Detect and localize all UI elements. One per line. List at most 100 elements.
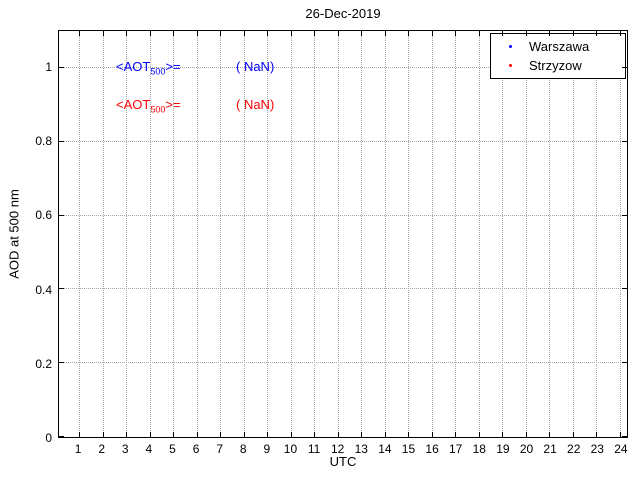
legend-label-warszawa: Warszawa: [529, 39, 590, 54]
x-tick-mark: [619, 432, 621, 437]
x-tick-label: 17: [449, 442, 463, 456]
x-tick-mark: [243, 31, 245, 36]
annotation-warszawa-mean: <AOT500>= ( NaN): [116, 59, 274, 77]
x-tick-mark: [384, 432, 386, 437]
legend-item-warszawa: Warszawa: [491, 37, 625, 56]
y-tick-mark: [622, 362, 627, 364]
annotation-warszawa-label: <AOT500>=: [116, 59, 181, 77]
gridline-vertical: [572, 31, 574, 437]
x-tick-mark: [455, 31, 457, 36]
x-tick-label: 5: [169, 442, 176, 456]
gridline-vertical: [408, 31, 410, 437]
gridline-vertical: [337, 31, 339, 437]
y-tick-mark: [622, 140, 627, 142]
legend: Warszawa Strzyzow: [490, 33, 626, 79]
annotation-strzyzow-label: <AOT500>=: [116, 97, 181, 115]
x-tick-mark: [337, 432, 339, 437]
gridline-vertical: [525, 31, 527, 437]
x-tick-label: 10: [283, 442, 298, 456]
legend-item-strzyzow: Strzyzow: [491, 56, 625, 75]
x-tick-mark: [384, 31, 386, 36]
y-tick-label: 0.6: [35, 208, 52, 223]
warszawa-marker-icon: [508, 45, 512, 48]
y-tick-label: 0.8: [35, 134, 52, 149]
x-tick-mark: [243, 432, 245, 437]
x-tick-label: 21: [543, 442, 557, 456]
x-tick-label: 11: [307, 442, 321, 456]
x-tick-mark: [408, 432, 410, 437]
x-tick-label: 9: [263, 442, 271, 456]
x-tick-label: 18: [472, 442, 486, 456]
x-tick-mark: [267, 432, 269, 437]
x-tick-mark: [502, 31, 504, 36]
gridline-vertical: [478, 31, 480, 437]
x-tick-mark: [572, 432, 574, 437]
x-tick-mark: [478, 31, 480, 36]
x-axis-label: UTC: [329, 454, 357, 469]
x-tick-label: 3: [121, 442, 129, 456]
gridline-horizontal: [59, 214, 627, 216]
gridline-vertical: [431, 31, 433, 437]
gridline-horizontal: [59, 66, 627, 68]
x-tick-mark: [455, 432, 457, 437]
x-tick-label: 22: [567, 442, 581, 456]
x-tick-label: 12: [331, 442, 345, 456]
x-tick-labels: 1 2 3 4 5 6 7 8 9 10 11 12 13 14 15 16 17 18 19 20 21 22 23 24: [58, 442, 628, 458]
gridline-vertical: [549, 31, 551, 437]
x-tick-mark: [78, 31, 80, 36]
x-tick-mark: [314, 31, 316, 36]
gridline-vertical: [267, 31, 269, 437]
y-tick-label: 0: [45, 431, 52, 445]
x-tick-mark: [525, 432, 527, 437]
x-tick-label: 8: [239, 442, 247, 456]
x-tick-mark: [220, 31, 222, 36]
x-tick-label: 1: [74, 442, 82, 456]
y-tick-mark: [59, 288, 64, 290]
x-tick-mark: [314, 432, 316, 437]
x-tick-mark: [267, 31, 269, 36]
x-tick-mark: [361, 432, 363, 437]
gridline-horizontal: [59, 362, 627, 364]
x-tick-mark: [102, 432, 104, 437]
x-tick-mark: [596, 432, 598, 437]
gridline-vertical: [502, 31, 504, 437]
x-tick-mark: [361, 31, 363, 36]
x-tick-mark: [290, 31, 292, 36]
gridline-vertical: [619, 31, 621, 437]
y-tick-label: 0.4: [35, 282, 52, 297]
annotation-strzyzow-value: ( NaN): [236, 97, 275, 112]
x-tick-label: 19: [496, 442, 510, 456]
y-tick-labels: 0 0.2 0.4 0.6 0.8 1: [0, 30, 52, 445]
gridline-vertical: [361, 31, 363, 437]
x-tick-mark: [173, 432, 175, 437]
x-tick-mark: [572, 31, 574, 36]
x-tick-label: 23: [590, 442, 604, 456]
gridline-vertical: [173, 31, 175, 437]
gridline-vertical: [149, 31, 151, 437]
y-tick-mark: [622, 66, 627, 68]
gridline-horizontal: [59, 140, 627, 142]
x-tick-mark: [149, 31, 151, 36]
y-tick-mark: [59, 362, 64, 364]
gridline-vertical: [78, 31, 80, 437]
strzyzow-marker-icon: [508, 64, 512, 67]
plot-title: 26-Dec-2019: [305, 6, 381, 21]
x-tick-mark: [525, 31, 527, 36]
x-tick-mark: [502, 432, 504, 437]
gridline-vertical: [290, 31, 292, 437]
x-tick-mark: [126, 31, 128, 36]
x-tick-label: 6: [192, 442, 200, 456]
y-tick-mark: [59, 66, 64, 68]
y-tick-label: 0.2: [35, 356, 52, 371]
x-tick-mark: [431, 432, 433, 437]
x-tick-label: 13: [354, 442, 368, 456]
gridline-vertical: [455, 31, 457, 437]
gridline-vertical: [384, 31, 386, 437]
x-tick-label: 24: [614, 442, 628, 456]
y-tick-mark: [622, 436, 627, 437]
gridline-vertical: [596, 31, 598, 437]
gridline-vertical: [196, 31, 198, 437]
y-tick-mark: [622, 214, 627, 216]
x-tick-label: 7: [216, 442, 224, 456]
